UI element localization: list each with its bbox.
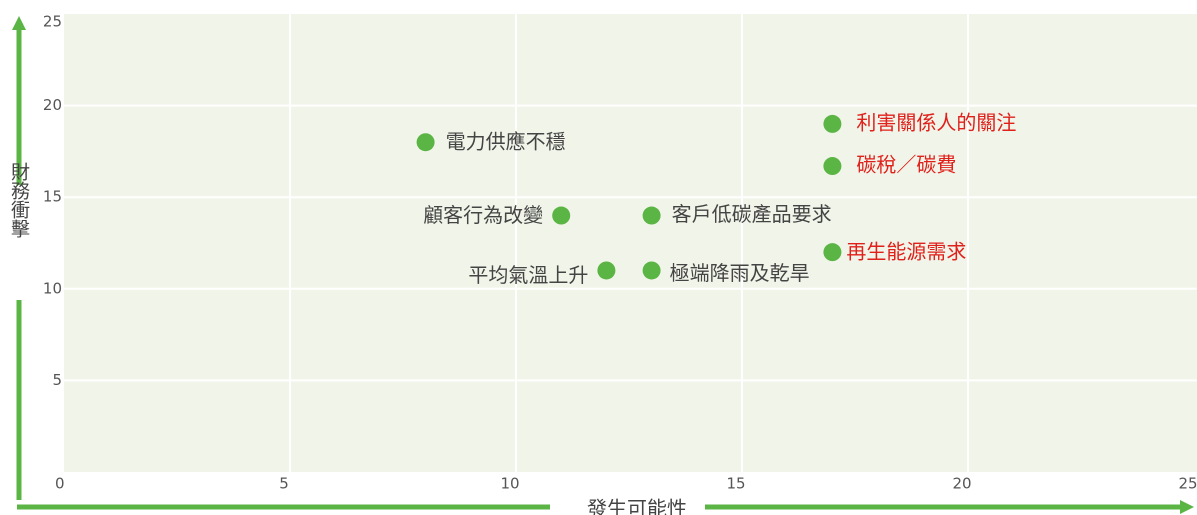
point [642,261,661,280]
point-label: 極端降雨及乾旱 [670,261,810,285]
x-tick-label: 20 [952,475,971,493]
y-tick-label: 20 [43,96,62,114]
point [597,261,616,280]
point-label: 客戶低碳產品要求 [672,202,832,226]
point-label: 電力供應不穩 [446,130,566,154]
y-tick-label: 25 [43,13,62,31]
x-tick-label: 25 [1178,475,1197,493]
point-label: 利害關係人的關注 [856,110,1016,134]
y-tick-label: 15 [43,188,62,206]
plot-area [64,14,1197,472]
point-label: 顧客行為改變 [423,203,543,227]
x-tick-label: 15 [726,475,745,493]
y-axis-arrow [12,16,1194,514]
point [823,114,842,133]
point-label: 平均氣溫上升 [468,263,588,287]
point [416,133,435,152]
point [823,243,842,262]
point [552,206,571,225]
x-axis-label: 發生可能性 [587,497,687,515]
y-tick-label: 5 [52,371,62,389]
y-tick-label: 10 [43,279,62,297]
point [642,206,661,225]
point-label: 再生能源需求 [846,240,966,264]
x-tick-label: 10 [500,475,519,493]
x-tick-label: 5 [279,475,289,493]
x-tick-label: 0 [55,475,65,493]
point [823,157,842,176]
point-label: 碳稅／碳費 [856,153,956,177]
y-axis-label: 財務衝擊 [8,162,30,239]
